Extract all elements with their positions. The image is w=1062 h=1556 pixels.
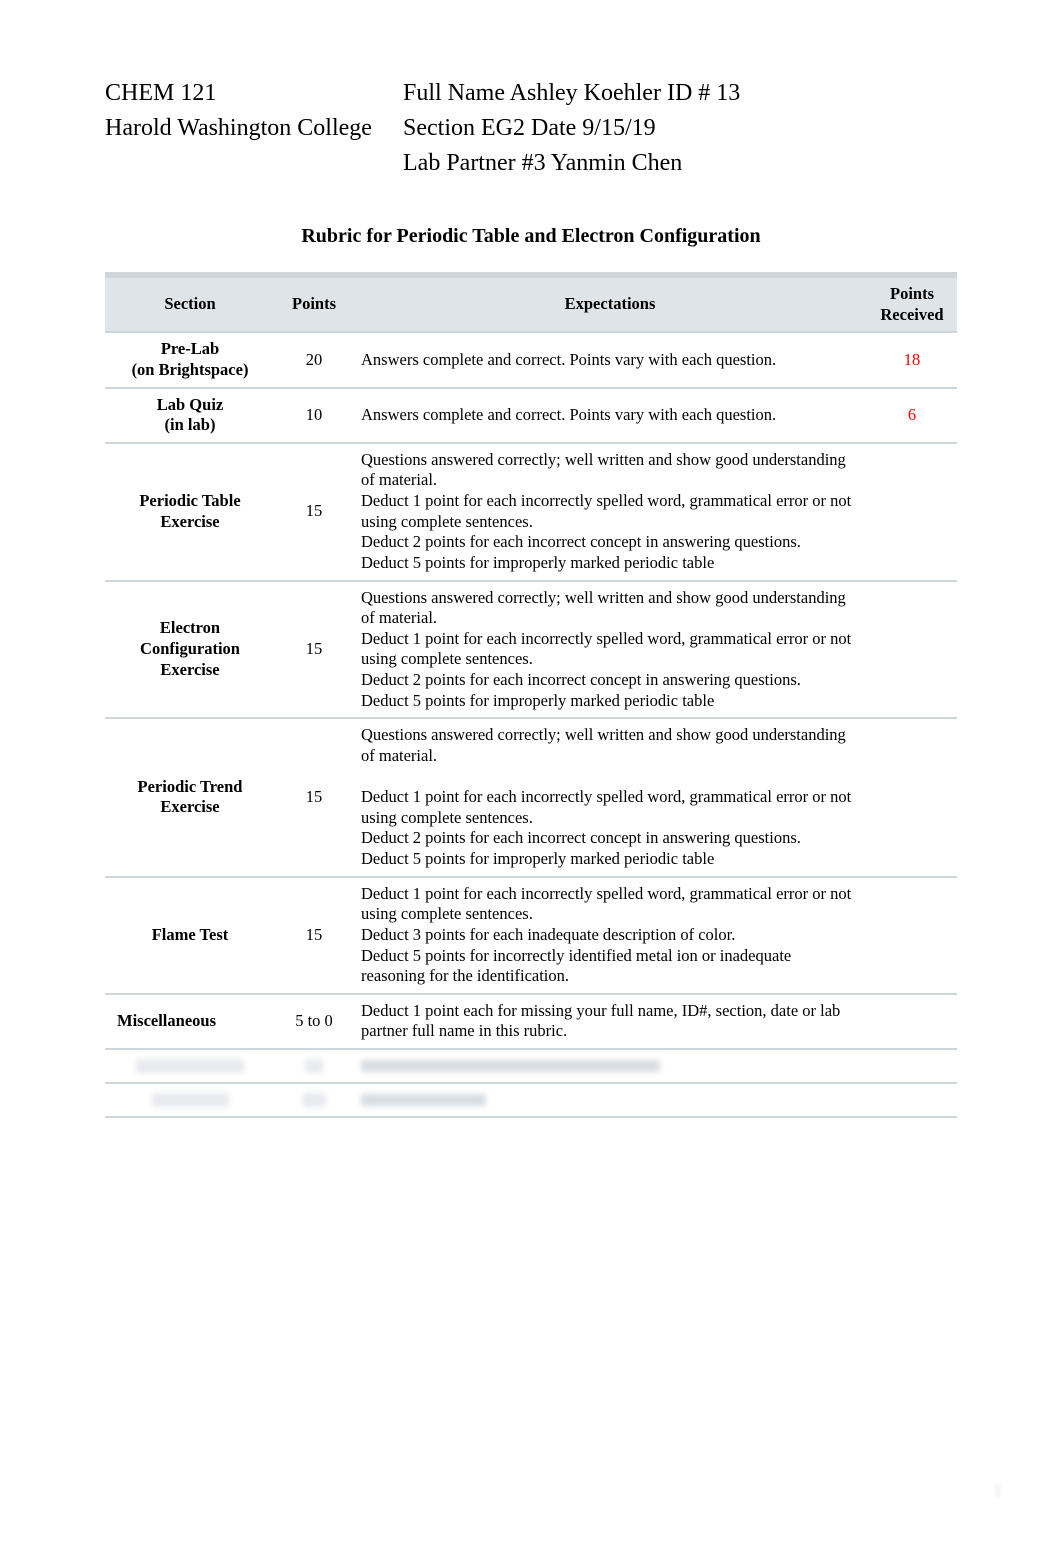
recv-cell bbox=[867, 718, 957, 876]
points-cell: 5 to 0 bbox=[275, 994, 353, 1049]
section-cell: Miscellaneous bbox=[105, 994, 275, 1049]
page: CHEM 121 Full Name Ashley Koehler ID # 1… bbox=[0, 0, 1062, 1118]
blurred-row bbox=[105, 1083, 957, 1117]
blurred-row bbox=[105, 1049, 957, 1083]
page-number: 1 bbox=[993, 1480, 1002, 1501]
table-row: Pre-Lab (on Brightspace) 20 Answers comp… bbox=[105, 332, 957, 387]
points-cell: 20 bbox=[275, 332, 353, 387]
blurred-cell bbox=[353, 1083, 867, 1117]
section-cell: Periodic Trend Exercise bbox=[105, 718, 275, 876]
points-cell: 10 bbox=[275, 388, 353, 443]
col-expect: Expectations bbox=[353, 275, 867, 332]
section-l1: Lab Quiz bbox=[113, 395, 267, 416]
college-name: Harold Washington College bbox=[105, 115, 403, 142]
header-spacer bbox=[105, 150, 403, 177]
blurred-cell bbox=[353, 1049, 867, 1083]
section-cell: Pre-Lab (on Brightspace) bbox=[105, 332, 275, 387]
exp-cell: Answers complete and correct. Points var… bbox=[353, 388, 867, 443]
points-cell: 15 bbox=[275, 718, 353, 876]
rubric-table: Section Points Expectations Points Recei… bbox=[105, 272, 957, 1118]
points-cell: 15 bbox=[275, 581, 353, 719]
section-cell: Lab Quiz (in lab) bbox=[105, 388, 275, 443]
section-l2: (on Brightspace) bbox=[113, 360, 267, 381]
exp-cell: Questions answered correctly; well writt… bbox=[353, 443, 867, 581]
section-cell: Periodic Table Exercise bbox=[105, 443, 275, 581]
lab-partner-line: Lab Partner #3 Yanmin Chen bbox=[403, 150, 682, 177]
exp-cell: Questions answered correctly; well writt… bbox=[353, 581, 867, 719]
recv-cell bbox=[867, 994, 957, 1049]
table-row: Periodic Table Exercise 15 Questions ans… bbox=[105, 443, 957, 581]
recv-cell: 18 bbox=[867, 332, 957, 387]
section-l1: Pre-Lab bbox=[113, 339, 267, 360]
blurred-cell bbox=[275, 1083, 353, 1117]
exp-cell: Questions answered correctly; well writt… bbox=[353, 718, 867, 876]
blurred-cell bbox=[867, 1049, 957, 1083]
section-cell: Flame Test bbox=[105, 877, 275, 994]
table-row: Electron Configuration Exercise 15 Quest… bbox=[105, 581, 957, 719]
recv-cell bbox=[867, 877, 957, 994]
blurred-cell bbox=[105, 1049, 275, 1083]
full-name-line: Full Name Ashley Koehler ID # 13 bbox=[403, 80, 740, 107]
rubric-title: Rubric for Periodic Table and Electron C… bbox=[105, 225, 957, 248]
points-cell: 15 bbox=[275, 443, 353, 581]
recv-cell bbox=[867, 443, 957, 581]
table-row: Lab Quiz (in lab) 10 Answers complete an… bbox=[105, 388, 957, 443]
table-header-row: Section Points Expectations Points Recei… bbox=[105, 275, 957, 332]
header-row-3: Lab Partner #3 Yanmin Chen bbox=[105, 150, 957, 177]
col-received: Points Received bbox=[867, 275, 957, 332]
section-date-line: Section EG2 Date 9/15/19 bbox=[403, 115, 656, 142]
exp-cell: Deduct 1 point for each incorrectly spel… bbox=[353, 877, 867, 994]
section-cell: Electron Configuration Exercise bbox=[105, 581, 275, 719]
points-cell: 15 bbox=[275, 877, 353, 994]
header-row-1: CHEM 121 Full Name Ashley Koehler ID # 1… bbox=[105, 80, 957, 107]
col-points: Points bbox=[275, 275, 353, 332]
blurred-cell bbox=[105, 1083, 275, 1117]
recv-cell bbox=[867, 581, 957, 719]
table-row: Miscellaneous 5 to 0 Deduct 1 point each… bbox=[105, 994, 957, 1049]
header-row-2: Harold Washington College Section EG2 Da… bbox=[105, 115, 957, 142]
section-l2: (in lab) bbox=[113, 415, 267, 436]
recv-cell: 6 bbox=[867, 388, 957, 443]
col-section: Section bbox=[105, 275, 275, 332]
exp-cell: Deduct 1 point each for missing your ful… bbox=[353, 994, 867, 1049]
course-code: CHEM 121 bbox=[105, 80, 403, 107]
table-row: Flame Test 15 Deduct 1 point for each in… bbox=[105, 877, 957, 994]
exp-cell: Answers complete and correct. Points var… bbox=[353, 332, 867, 387]
blurred-cell bbox=[867, 1083, 957, 1117]
blurred-cell bbox=[275, 1049, 353, 1083]
table-row: Periodic Trend Exercise 15 Questions ans… bbox=[105, 718, 957, 876]
